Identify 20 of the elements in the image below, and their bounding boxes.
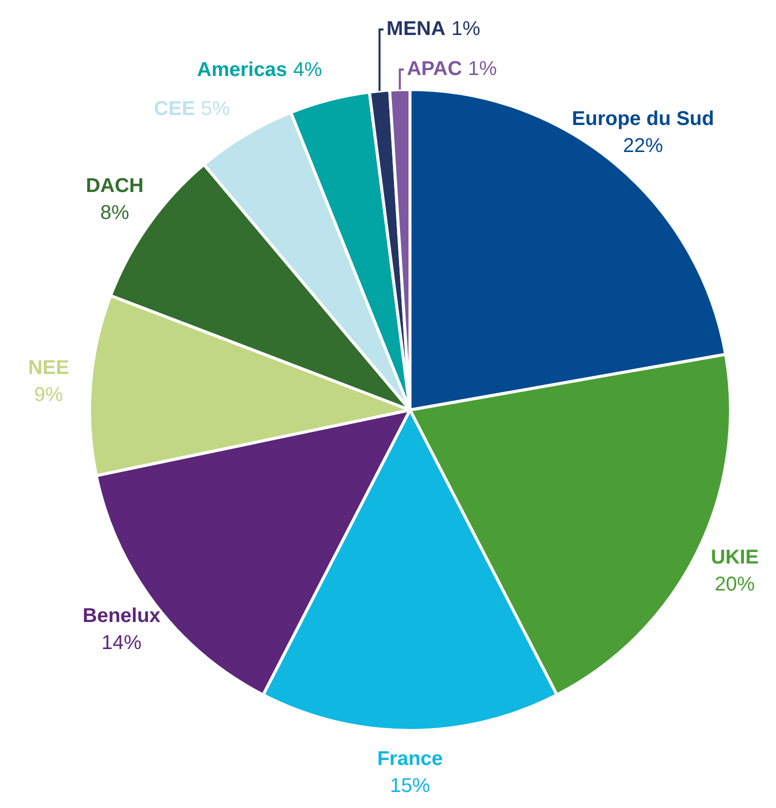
data-label: 1% — [468, 58, 498, 80]
slice-label: France — [377, 748, 443, 770]
data-label: 9% — [34, 384, 64, 406]
slice-label: CEE — [154, 98, 196, 120]
slice-label: MENA — [386, 18, 446, 40]
data-label: 20% — [714, 573, 756, 596]
slice-label: Americas — [197, 59, 288, 82]
slice-label: Europe du Sud — [572, 108, 714, 130]
slice-label: UKIE — [710, 546, 759, 568]
data-label: 14% — [102, 632, 142, 654]
slice-label: DACH — [86, 175, 144, 198]
slice-label: APAC — [406, 58, 462, 80]
slice-label: Benelux — [82, 605, 160, 628]
data-label: 15% — [390, 775, 430, 798]
data-label: 8% — [100, 202, 130, 224]
data-label: 1% — [451, 18, 481, 40]
data-label: 4% — [293, 59, 322, 82]
data-label: 5% — [201, 98, 230, 120]
data-label: 22% — [622, 134, 664, 157]
slice-label: NEE — [28, 356, 70, 379]
